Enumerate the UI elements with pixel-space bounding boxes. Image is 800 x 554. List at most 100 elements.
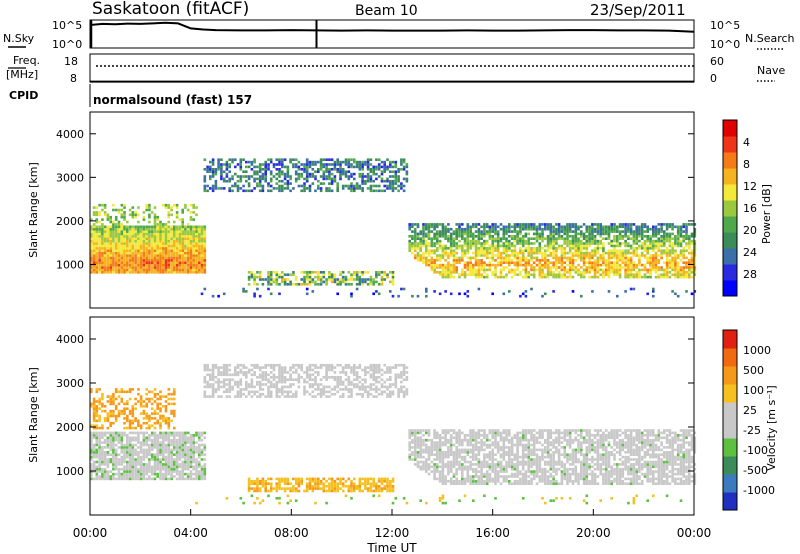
power-cell-889 bbox=[195, 266, 198, 269]
power-cell-2589 bbox=[546, 254, 550, 257]
velocity-cell-155 bbox=[106, 470, 110, 473]
power-cell-441 bbox=[139, 230, 143, 233]
power-cell-130 bbox=[103, 242, 107, 245]
power-cell-575 bbox=[156, 242, 159, 245]
velocity-cell-1166 bbox=[261, 383, 265, 386]
power-cell-2202 bbox=[483, 232, 486, 236]
power-cell-1077 bbox=[242, 170, 245, 173]
power-cell-946 bbox=[200, 232, 204, 236]
velocity-cell-1375 bbox=[308, 477, 312, 481]
power-cell-1281 bbox=[292, 158, 295, 161]
power-cell-3327 bbox=[660, 235, 663, 238]
power-cell-2872 bbox=[591, 275, 594, 279]
power-cell-1641 bbox=[375, 172, 378, 176]
power-cell-1048 bbox=[231, 177, 234, 181]
power-cell-29 bbox=[92, 251, 96, 255]
power-cell-2429 bbox=[521, 263, 525, 267]
velocity-cell-791 bbox=[178, 465, 182, 469]
velocity-cell-758 bbox=[173, 434, 176, 437]
velocity-cell-258 bbox=[117, 453, 121, 456]
power-cell-2665 bbox=[557, 247, 561, 250]
velocity-cell-974 bbox=[209, 383, 212, 386]
power-cell-1099 bbox=[250, 271, 254, 274]
power-cell-2238 bbox=[491, 273, 494, 276]
velocity-cell-734 bbox=[170, 441, 173, 444]
velocity-cell-1130 bbox=[256, 497, 259, 500]
velocity-cell-1074 bbox=[239, 371, 243, 374]
power-cell-353 bbox=[128, 208, 132, 212]
velocity-cell-1050 bbox=[234, 383, 237, 386]
power-cell-1513 bbox=[347, 177, 351, 181]
velocity-cell-191 bbox=[109, 414, 112, 418]
power-cell-3348 bbox=[665, 273, 669, 276]
velocity-cell-761 bbox=[173, 414, 176, 418]
velocity-cell-742 bbox=[170, 397, 173, 401]
power-cell-2039 bbox=[458, 232, 461, 236]
velocity-cell-943 bbox=[203, 470, 207, 473]
power-cell-749 bbox=[178, 271, 182, 274]
power-cell-2517 bbox=[535, 251, 539, 255]
power-cell-2154 bbox=[477, 266, 481, 269]
velocity-cell-1044 bbox=[228, 363, 231, 367]
power-cell-272 bbox=[120, 242, 124, 245]
power-cell-3173 bbox=[635, 232, 638, 236]
power-cell-1849 bbox=[427, 251, 431, 255]
velocity-cell-930 bbox=[200, 467, 204, 471]
power-colorbar-segment-1 bbox=[723, 264, 737, 281]
power-cell-2963 bbox=[604, 271, 608, 274]
power-cell-872 bbox=[192, 249, 195, 252]
power-cell-1139 bbox=[258, 177, 262, 181]
velocity-cell-342 bbox=[126, 400, 129, 403]
power-cell-1049 bbox=[231, 175, 234, 178]
power-cell-2184 bbox=[480, 235, 483, 238]
power-cell-1897 bbox=[436, 254, 439, 257]
power-cell-1825 bbox=[422, 225, 425, 229]
velocity-cell-188 bbox=[109, 431, 112, 435]
velocity-cell-1360 bbox=[305, 487, 309, 490]
power-cell-1285 bbox=[294, 179, 298, 183]
velocity-cell-600 bbox=[156, 446, 159, 449]
power-cell-1677 bbox=[383, 163, 386, 166]
power-cell-3021 bbox=[613, 247, 616, 250]
velocity-cell-395 bbox=[131, 409, 135, 413]
power-cell-3069 bbox=[621, 266, 625, 269]
power-cell-3164 bbox=[635, 263, 638, 267]
power-cell-2502 bbox=[532, 261, 536, 264]
power-cell-35 bbox=[92, 237, 96, 240]
power-cell-2799 bbox=[577, 225, 580, 229]
velocity-cell-946 bbox=[203, 463, 207, 466]
power-cell-1157 bbox=[264, 177, 267, 181]
power-cell-1886 bbox=[433, 237, 436, 240]
power-cell-2292 bbox=[499, 271, 503, 274]
power-cell-2996 bbox=[610, 268, 613, 272]
power-cell-1533 bbox=[350, 163, 353, 166]
power-cell-1857 bbox=[427, 227, 431, 231]
power-cell-987 bbox=[209, 170, 212, 173]
velocity-cell-671 bbox=[164, 465, 168, 469]
power-cell-1904 bbox=[436, 232, 439, 236]
power-cell-3358 bbox=[665, 249, 669, 252]
power-cell-1010 bbox=[217, 187, 220, 190]
power-cell-2566 bbox=[544, 275, 547, 279]
power-cell-2374 bbox=[513, 271, 517, 274]
power-cell-1531 bbox=[350, 172, 353, 176]
velocity-cell-948 bbox=[203, 453, 207, 456]
power-cell-3443 bbox=[679, 268, 683, 272]
power-cell-3536 bbox=[693, 249, 697, 252]
power-cell-875 bbox=[192, 242, 195, 245]
velocity-cell-37 bbox=[92, 434, 96, 437]
power-cell-323 bbox=[126, 242, 129, 245]
velocity-cell-1293 bbox=[286, 378, 290, 381]
power-cell-3420 bbox=[674, 225, 677, 229]
power-cell-375 bbox=[131, 213, 135, 217]
power-cell-2652 bbox=[555, 239, 558, 243]
power-cell-3292 bbox=[654, 239, 658, 243]
power-cell-3430 bbox=[676, 254, 680, 257]
velocity-cell-433 bbox=[137, 441, 140, 444]
power-cell-2356 bbox=[508, 227, 511, 231]
power-cell-2369 bbox=[510, 237, 514, 240]
velocity-cell-455 bbox=[139, 448, 143, 452]
power-cell-3266 bbox=[652, 259, 655, 262]
power-cell-1877 bbox=[433, 268, 436, 272]
power-cell-2002 bbox=[452, 259, 456, 262]
